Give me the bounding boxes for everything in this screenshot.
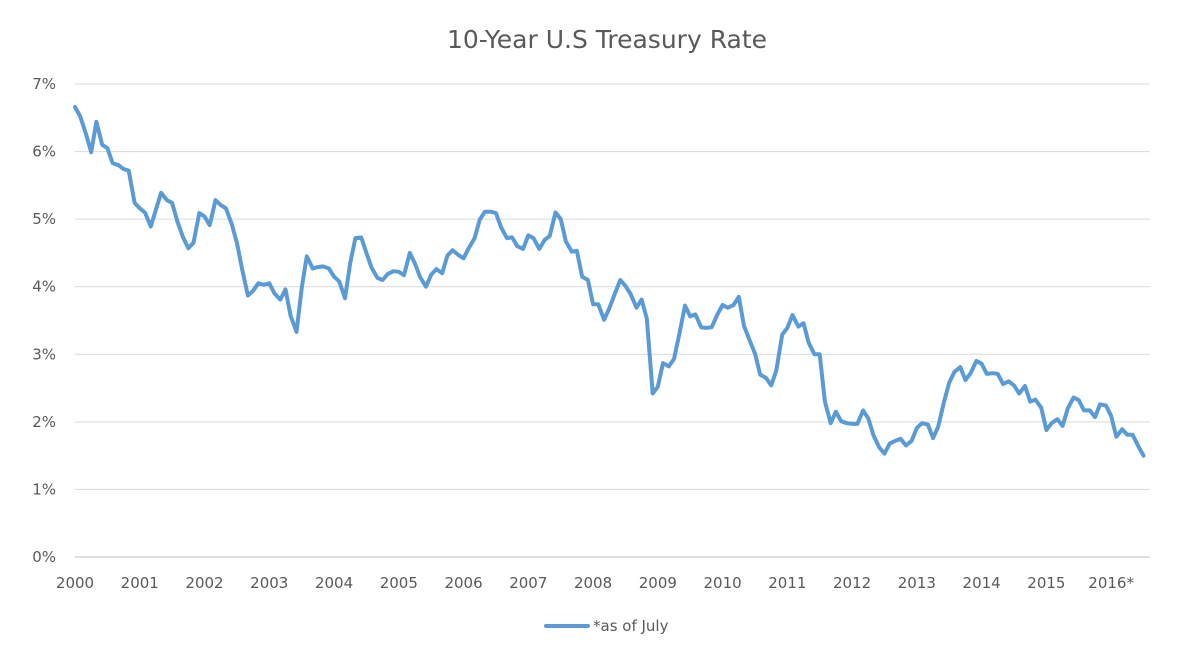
y-tick-label: 1% (32, 480, 56, 498)
series-layer (73, 105, 1146, 458)
y-axis-tick-labels: 0% 1% 2% 3% 4% 5% 6% 7% (32, 75, 56, 566)
x-tick-label: 2003 (250, 574, 288, 592)
x-tick-label: 2006 (444, 574, 482, 592)
x-tick-label: 2002 (185, 574, 223, 592)
y-tick-label: 7% (32, 75, 56, 93)
x-tick-label: 2001 (121, 574, 159, 592)
x-tick-label: 2011 (768, 574, 806, 592)
legend: *as of July (544, 617, 669, 635)
x-tick-label: 2005 (380, 574, 418, 592)
x-tick-label: 2000 (56, 574, 94, 592)
series-line (73, 105, 1146, 458)
x-tick-label: 2013 (898, 574, 936, 592)
x-tick-label: 2014 (963, 574, 1001, 592)
legend-label: *as of July (593, 617, 669, 635)
y-tick-label: 5% (32, 210, 56, 228)
x-tick-label: 2016* (1088, 574, 1134, 592)
x-tick-label: 2004 (315, 574, 353, 592)
chart-title: 10-Year U.S Treasury Rate (447, 25, 767, 54)
x-tick-label: 2010 (703, 574, 741, 592)
gridlines (75, 83, 1150, 558)
x-tick-label: 2015 (1027, 574, 1065, 592)
x-tick-label: 2009 (639, 574, 677, 592)
y-tick-label: 6% (32, 143, 56, 161)
y-tick-label: 3% (32, 345, 56, 363)
x-tick-label: 2008 (574, 574, 612, 592)
x-tick-label: 2007 (509, 574, 547, 592)
y-tick-label: 0% (32, 548, 56, 566)
y-tick-label: 2% (32, 413, 56, 431)
x-tick-label: 2012 (833, 574, 871, 592)
x-axis-tick-labels: 2000 2001 2002 2003 2004 2005 2006 2007 2008 2009… (56, 574, 1135, 592)
y-tick-label: 4% (32, 278, 56, 296)
